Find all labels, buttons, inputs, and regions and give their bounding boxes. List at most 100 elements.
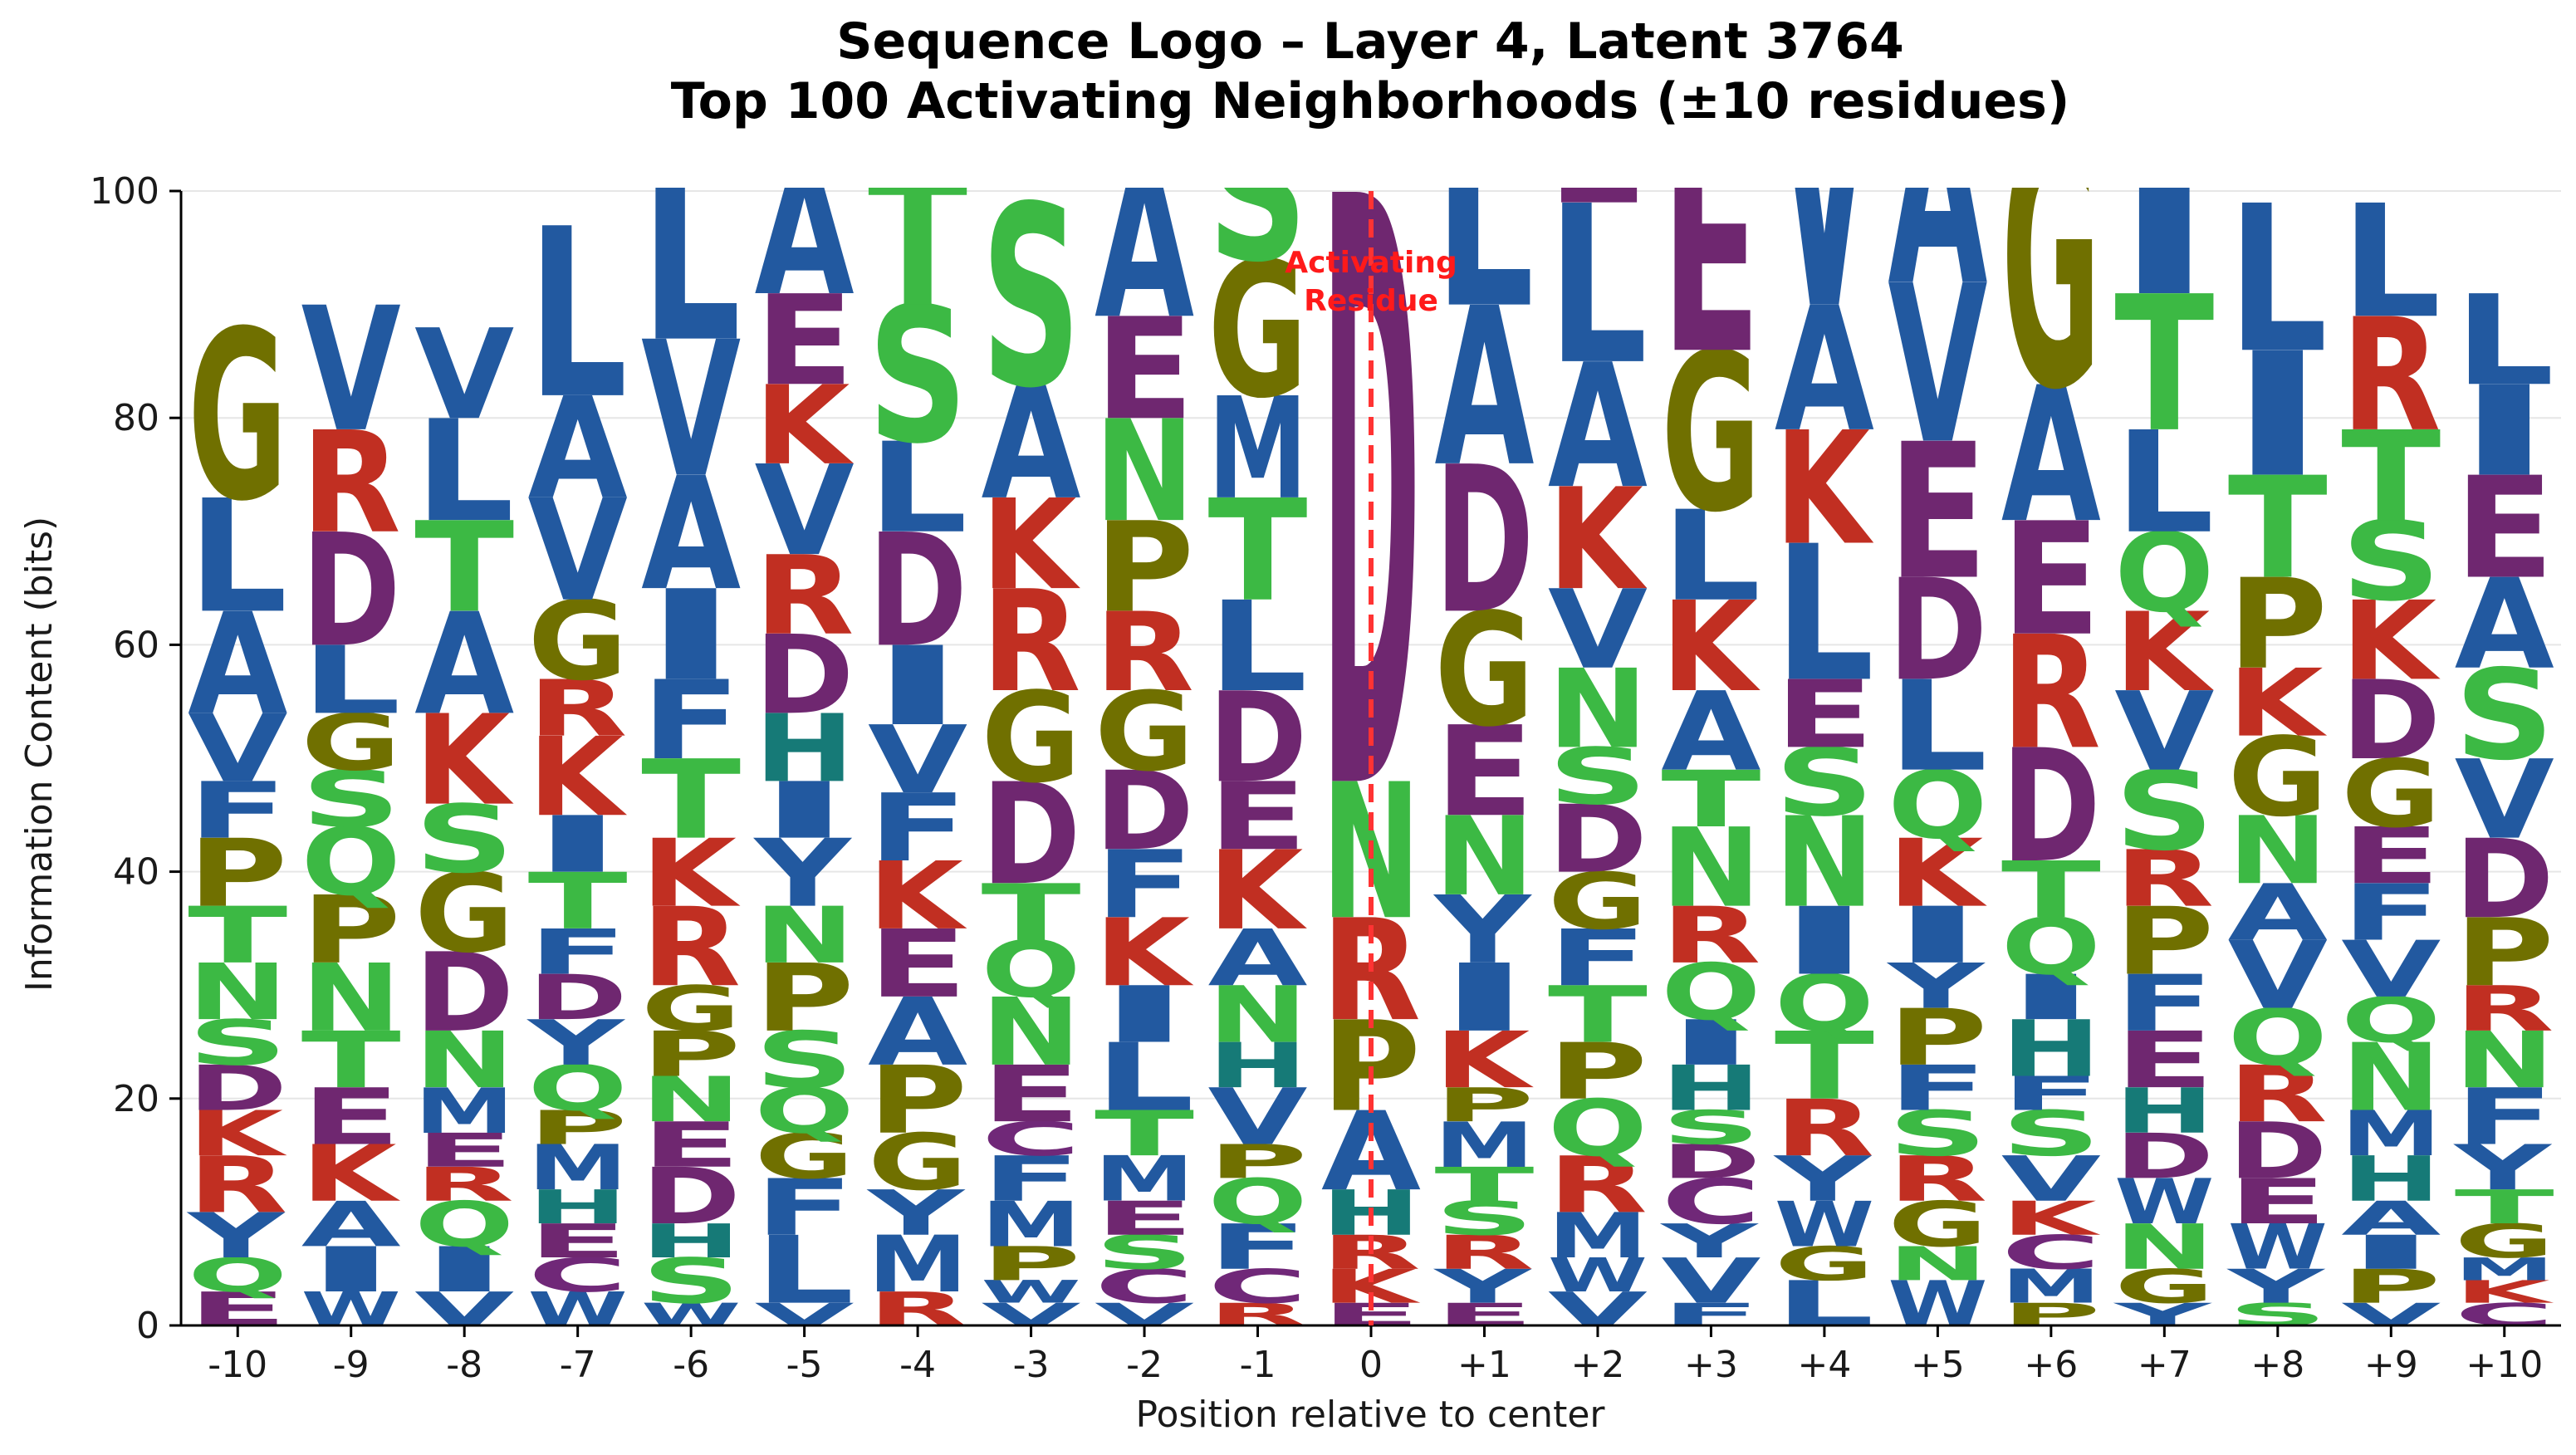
x-tick-label: -7	[560, 1344, 596, 1386]
logo-letter: R	[414, 1158, 514, 1212]
logo-letter: P	[188, 820, 287, 928]
logo-letter: A	[1434, 261, 1534, 514]
logo-letter: N	[755, 890, 855, 981]
logo-letter: Q	[301, 809, 401, 917]
logo-letter: D	[1095, 748, 1194, 875]
logo-letter: Q	[1548, 1084, 1648, 1174]
logo-letter: F	[1548, 914, 1648, 1004]
logo-letter: K	[1888, 820, 1987, 928]
logo-letter: G	[414, 850, 514, 977]
logo-letter: A	[1888, 38, 1987, 345]
logo-letter: E	[1434, 699, 1534, 845]
logo-letter: A	[2228, 868, 2328, 958]
activating-residue-label: Residue	[1304, 284, 1438, 318]
logo-letter: N	[1548, 646, 1648, 773]
logo-letter: F	[982, 1143, 1081, 1215]
logo-letter: L	[188, 468, 287, 648]
logo-letter: F	[528, 916, 628, 988]
logo-letter: G	[528, 578, 628, 705]
logo-letter: T	[1095, 1097, 1194, 1169]
logo-letter: S	[1434, 1192, 1534, 1246]
logo-letter: K	[1207, 827, 1307, 954]
logo-letter: R	[2114, 835, 2214, 924]
logo-letter: T	[2001, 845, 2101, 936]
logo-letter: K	[2228, 649, 2328, 758]
logo-letter: G	[1095, 669, 1194, 796]
logo-letter: A	[1661, 669, 1761, 795]
logo-letter: P	[2114, 888, 2214, 996]
logo-letter: T	[1434, 1158, 1534, 1212]
x-tick-label: -6	[673, 1344, 709, 1386]
logo-letter: D	[301, 502, 401, 682]
logo-letter: A	[1095, 130, 1194, 365]
logo-letter: I	[414, 1234, 514, 1306]
logo-letter: L	[2455, 269, 2554, 414]
logo-letter: H	[641, 1214, 741, 1268]
logo-letter: A	[2001, 347, 2101, 565]
logo-letter: Y	[1772, 1144, 1872, 1216]
logo-letter: T	[2455, 1180, 2554, 1234]
logo-letter: T	[301, 1016, 401, 1106]
logo-letter: T	[2114, 257, 2214, 474]
logo-letter: V	[1661, 1245, 1761, 1317]
logo-letter: L	[1095, 1023, 1194, 1132]
logo-letter: V	[755, 1296, 855, 1333]
logo-letter: F	[2114, 958, 2214, 1049]
logo-letter: L	[1775, 506, 1874, 723]
logo-letter: G	[2114, 1260, 2214, 1314]
logo-letter: C	[2455, 1296, 2554, 1333]
logo-letter: V	[2228, 921, 2328, 1030]
logo-letter: P	[1888, 993, 1987, 1084]
logo-letter: V	[2001, 1143, 2101, 1215]
logo-letter: L	[1434, 74, 1534, 363]
logo-letter: E	[1434, 1296, 1534, 1333]
logo-letter: E	[2455, 447, 2554, 610]
logo-letter: E	[188, 1282, 287, 1336]
logo-letter: V	[2341, 1296, 2441, 1333]
logo-letter: Y	[1432, 1260, 1533, 1314]
logo-letter: P	[528, 1100, 628, 1155]
annotation: Activating Residue	[1285, 191, 1457, 1325]
logo-letter: P	[641, 1019, 741, 1091]
logo-letter: P	[1548, 1027, 1648, 1118]
logo-letter: G	[1888, 1188, 1987, 1261]
logo-letter: A	[188, 584, 287, 747]
logo-letter: H	[1207, 1030, 1307, 1102]
logo-letter: D	[414, 929, 514, 1056]
logo-letter: I	[1434, 944, 1534, 1053]
logo-letter: F	[188, 766, 287, 856]
logo-letter: E	[301, 1072, 401, 1163]
logo-letter: H	[528, 1180, 628, 1234]
x-tick-label: +5	[1911, 1344, 1965, 1386]
logo-letter: S	[982, 154, 1081, 443]
logo-letter: W	[1548, 1249, 1648, 1303]
logo-letter: G	[2001, 52, 2101, 468]
logo-letter: H	[2341, 1143, 2441, 1215]
logo-letter: V	[414, 1282, 514, 1336]
logo-letter: S	[1888, 1098, 1987, 1170]
logo-letter: T	[868, 131, 967, 349]
y-tick-label: 80	[113, 397, 159, 439]
logo-letter: P	[982, 1237, 1081, 1291]
logo-letter: C	[1207, 1259, 1307, 1314]
logo-letter: T	[414, 495, 514, 640]
x-tick-label: +3	[1684, 1344, 1738, 1386]
logo-letter: P	[2001, 1297, 2101, 1333]
logo-letter: Y	[1659, 1215, 1760, 1269]
logo-letter: N	[2228, 797, 2328, 906]
logo-letter: L	[414, 391, 514, 554]
logo-letter: S	[1095, 1226, 1194, 1280]
logo-letter: N	[2341, 1024, 2441, 1133]
logo-letter: V	[414, 302, 514, 448]
logo-letter: K	[1775, 398, 1873, 579]
logo-letter: Q	[2114, 511, 2214, 637]
